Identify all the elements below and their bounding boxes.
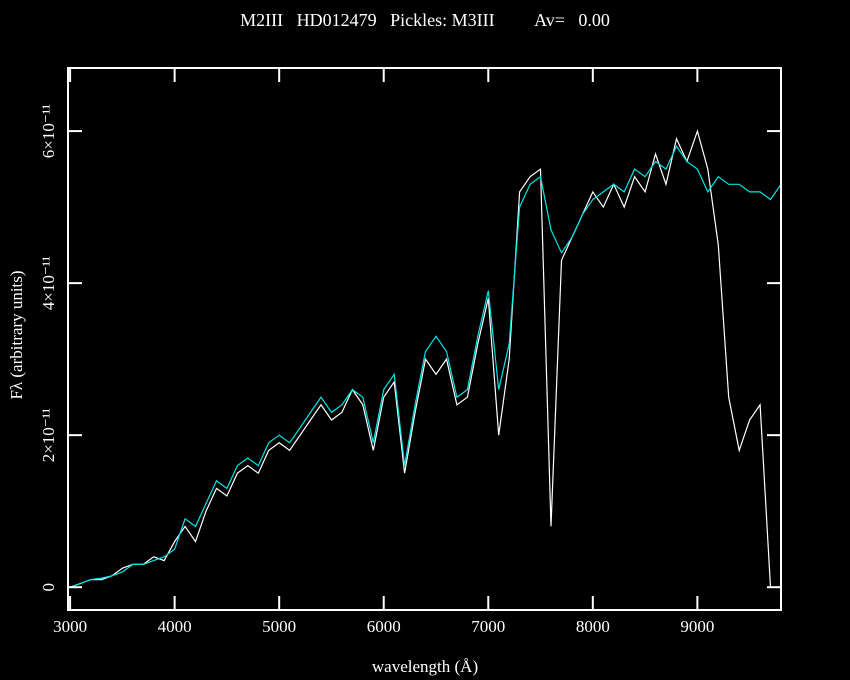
- chart-title: M2III HD012479 Pickles: M3III Av= 0.00: [240, 10, 610, 30]
- x-axis-label: wavelength (Å): [372, 657, 478, 676]
- y-tick-label: 4×10⁻¹¹: [39, 256, 58, 310]
- x-tick-label: 4000: [158, 617, 192, 636]
- spectrum-line: [69, 129, 781, 588]
- x-tick-label: 7000: [471, 617, 505, 636]
- plot-frame: [67, 67, 782, 611]
- x-tick-label: 3000: [53, 617, 87, 636]
- y-tick-label: 2×10⁻¹¹: [39, 408, 58, 462]
- x-tick-label: 6000: [367, 617, 401, 636]
- y-axis-label: Fλ (arbitrary units): [7, 270, 26, 399]
- x-tick-label: 5000: [262, 617, 296, 636]
- x-tick-label: 9000: [680, 617, 714, 636]
- y-tick-label: 0: [39, 583, 58, 592]
- x-tick-label: 8000: [576, 617, 610, 636]
- spectrum-line: [69, 145, 782, 588]
- y-tick-label: 6×10⁻¹¹: [39, 104, 58, 158]
